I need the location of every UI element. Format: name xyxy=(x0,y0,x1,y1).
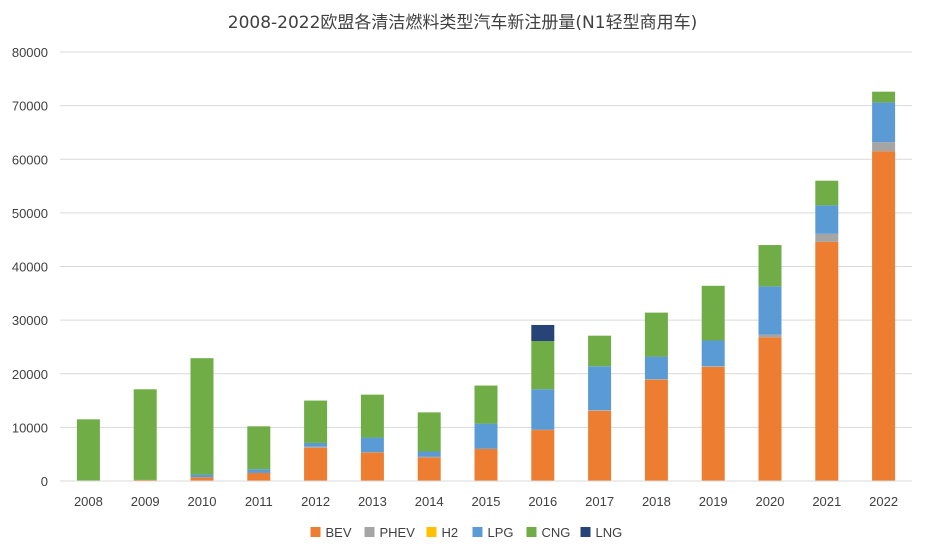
legend-swatch-lng xyxy=(580,527,591,537)
bar-lng-2016 xyxy=(531,324,555,342)
x-tick-label: 2015 xyxy=(472,494,501,509)
bar-lpg-2015 xyxy=(474,423,498,449)
bar-phev-2016 xyxy=(531,429,555,431)
bar-cng-2010 xyxy=(190,358,214,475)
y-tick-label: 30000 xyxy=(12,313,48,328)
bar-lpg-2013 xyxy=(360,437,384,453)
bar-bev-2013 xyxy=(360,452,384,481)
bar-phev-2018 xyxy=(644,379,668,380)
x-tick-label: 2010 xyxy=(188,494,217,509)
bar-bev-2019 xyxy=(701,366,725,481)
x-tick-label: 2020 xyxy=(756,494,785,509)
chart-title: 2008-2022欧盟各清洁燃料类型汽车新注册量(N1轻型商用车) xyxy=(227,13,698,33)
bar-lpg-2021 xyxy=(815,205,839,234)
y-tick-label: 80000 xyxy=(12,45,48,60)
bar-bev-2014 xyxy=(417,457,441,481)
bar-cng-2022 xyxy=(872,91,896,103)
bar-bev-2016 xyxy=(531,430,555,481)
x-tick-label: 2014 xyxy=(415,494,444,509)
bar-cng-2013 xyxy=(360,394,384,438)
bar-bev-2012 xyxy=(304,447,328,481)
x-tick-label: 2017 xyxy=(585,494,614,509)
bar-cng-2016 xyxy=(531,341,555,390)
bar-lpg-2010 xyxy=(190,474,214,478)
bar-lpg-2012 xyxy=(304,442,328,447)
bar-cng-2018 xyxy=(644,312,668,357)
y-tick-label: 40000 xyxy=(12,260,48,275)
bar-bev-2011 xyxy=(247,472,271,481)
bar-cng-2014 xyxy=(417,412,441,452)
bar-lpg-2014 xyxy=(417,451,441,457)
y-tick-label: 10000 xyxy=(12,420,48,435)
bar-lpg-2017 xyxy=(588,366,612,411)
bar-bev-2020 xyxy=(758,337,782,481)
legend-swatch-phev xyxy=(364,527,375,537)
legend-swatch-cng xyxy=(526,527,537,537)
bar-lpg-2020 xyxy=(758,286,782,335)
legend-swatch-bev xyxy=(310,527,321,537)
y-tick-label: 20000 xyxy=(12,367,48,382)
bar-bev-2009 xyxy=(133,479,157,481)
gridlines xyxy=(60,51,912,428)
bar-bev-2015 xyxy=(474,448,498,481)
bar-bev-2021 xyxy=(815,241,839,481)
bar-bev-2018 xyxy=(644,379,668,481)
bar-cng-2021 xyxy=(815,180,839,206)
bar-lpg-2018 xyxy=(644,356,668,380)
x-tick-label: 2021 xyxy=(812,494,841,509)
bar-cng-2019 xyxy=(701,285,725,341)
bar-bev-2010 xyxy=(190,477,214,481)
x-tick-label: 2019 xyxy=(699,494,728,509)
x-tick-label: 2016 xyxy=(528,494,557,509)
legend-swatch-lpg xyxy=(472,527,483,537)
x-axis-tick-labels: 2008 2009 2010 2011 2012 2013 2014 2015 2016 2017… xyxy=(74,494,898,509)
legend-swatch-h2 xyxy=(426,527,437,537)
x-tick-label: 2022 xyxy=(869,494,898,509)
legend-label-bev: BEV xyxy=(326,525,352,540)
legend-label-lpg: LPG xyxy=(488,525,514,540)
bar-bev-2017 xyxy=(588,410,612,481)
bar-cng-2012 xyxy=(304,400,328,443)
bar-lpg-2019 xyxy=(701,340,725,367)
x-tick-label: 2012 xyxy=(301,494,330,509)
legend-label-h2: H2 xyxy=(442,525,459,540)
bar-phev-2022 xyxy=(872,142,896,152)
x-tick-label: 2013 xyxy=(358,494,387,509)
bar-bev-2022 xyxy=(872,151,896,482)
bar-phev-2021 xyxy=(815,233,839,242)
bars xyxy=(76,91,896,482)
bar-lpg-2022 xyxy=(872,102,896,143)
legend-label-cng: CNG xyxy=(542,525,571,540)
y-axis-tick-labels: 0 10000 20000 30000 40000 50000 60000 70000 8000… xyxy=(12,45,48,489)
bar-phev-2012 xyxy=(304,446,328,448)
bar-cng-2009 xyxy=(133,389,157,480)
bar-cng-2008 xyxy=(76,419,100,481)
bar-phev-2013 xyxy=(360,452,384,453)
legend-label-lng: LNG xyxy=(596,525,623,540)
y-tick-label: 50000 xyxy=(12,206,48,221)
bar-phev-2020 xyxy=(758,334,782,338)
bar-phev-2019 xyxy=(701,366,725,367)
legend-label-phev: PHEV xyxy=(380,525,416,540)
bar-phev-2014 xyxy=(417,456,441,458)
x-tick-label: 2011 xyxy=(245,494,273,509)
legend: BEV PHEV H2 LPG CNG LNG xyxy=(310,525,623,540)
y-tick-label: 60000 xyxy=(12,152,48,167)
x-tick-label: 2008 xyxy=(74,494,103,509)
bar-cng-2011 xyxy=(247,426,271,470)
bar-cng-2017 xyxy=(588,335,612,367)
y-tick-label: 70000 xyxy=(12,99,48,114)
bar-lpg-2011 xyxy=(247,469,271,473)
bar-cng-2015 xyxy=(474,385,498,424)
x-tick-label: 2018 xyxy=(642,494,671,509)
bar-phev-2017 xyxy=(588,410,612,411)
y-tick-label: 0 xyxy=(41,474,48,489)
bar-cng-2020 xyxy=(758,245,782,287)
bar-lpg-2016 xyxy=(531,389,555,430)
x-tick-label: 2009 xyxy=(131,494,160,509)
